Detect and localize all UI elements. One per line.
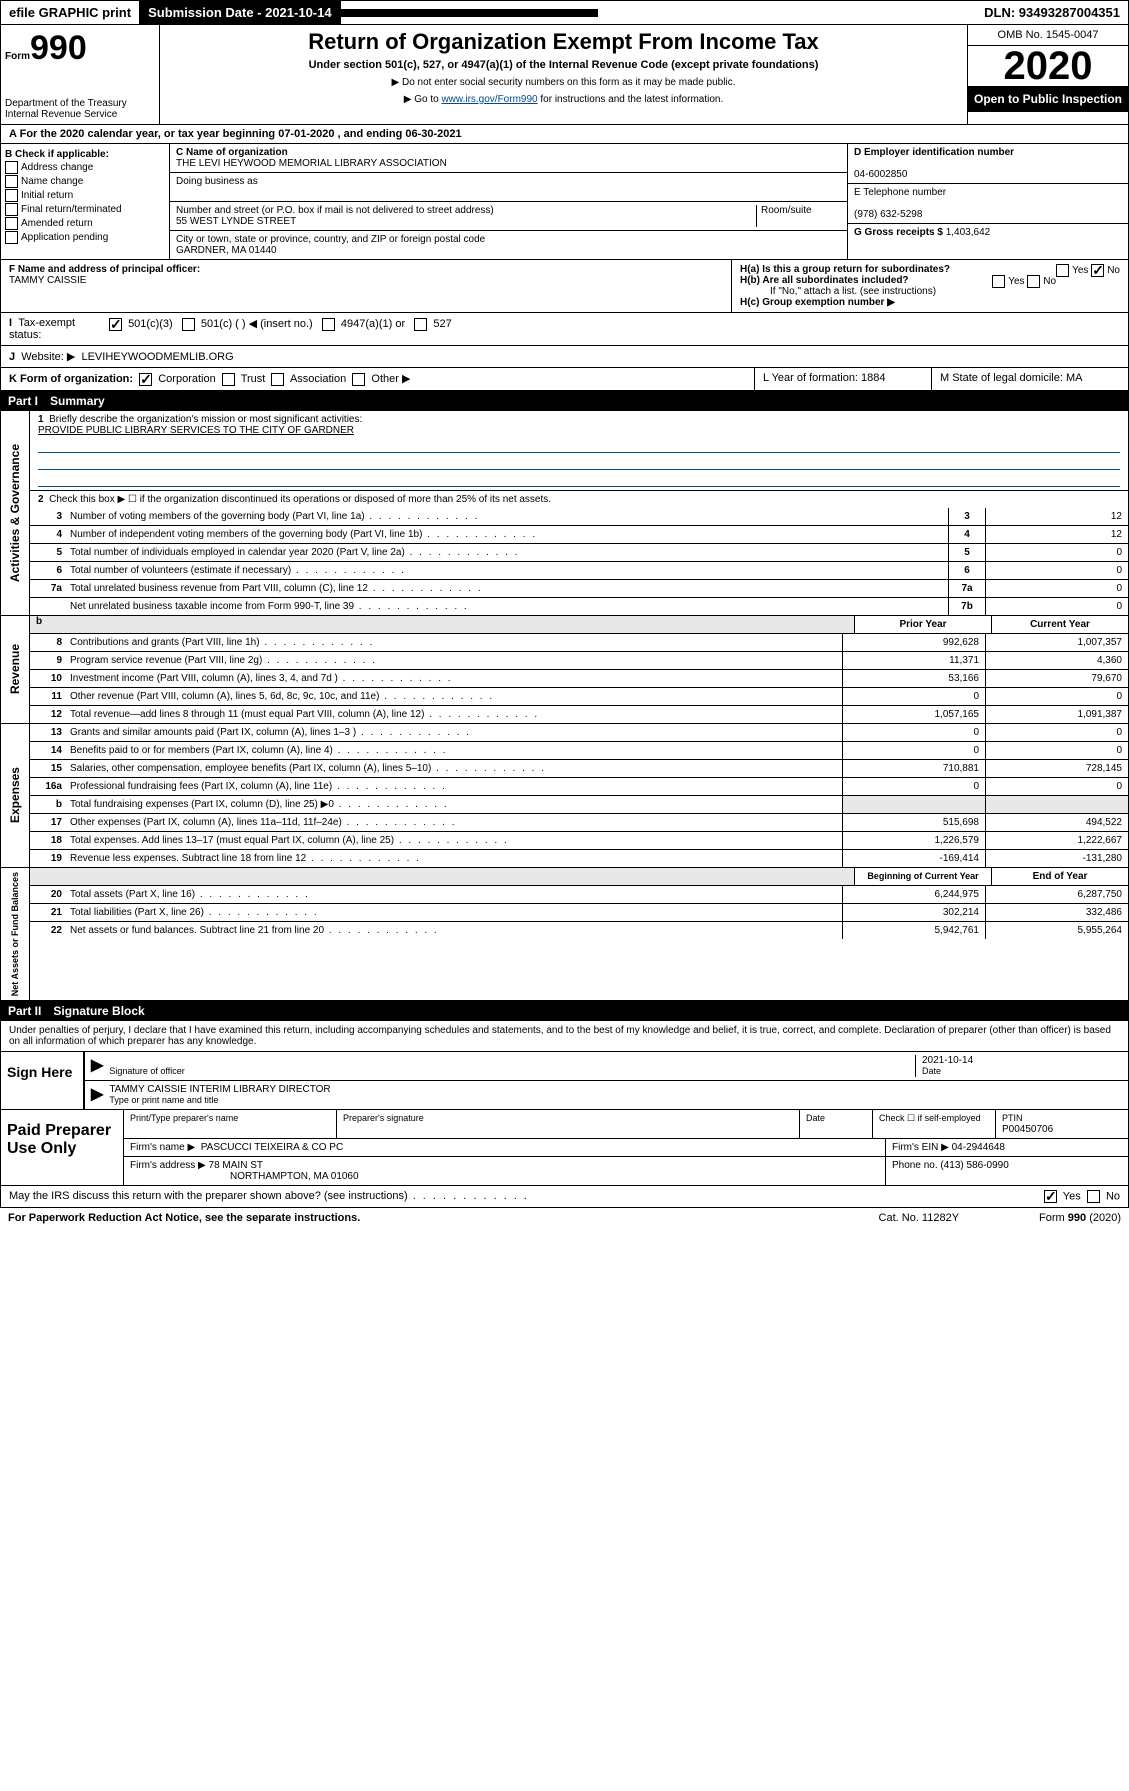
f-h-row: F Name and address of principal officer:… [0, 260, 1129, 313]
year-formation: L Year of formation: 1884 [754, 368, 931, 390]
revenue-section: Revenue bPrior YearCurrent Year 8Contrib… [0, 616, 1129, 724]
ptin: P00450706 [1002, 1124, 1053, 1135]
tax-year: 2020 [968, 46, 1128, 86]
ein: 04-6002850 [854, 169, 907, 180]
discuss-row: May the IRS discuss this return with the… [0, 1186, 1129, 1208]
perjury-statement: Under penalties of perjury, I declare th… [0, 1021, 1129, 1052]
part-ii-header: Part IISignature Block [0, 1001, 1129, 1021]
dept-label: Department of the Treasury Internal Reve… [5, 98, 155, 120]
sign-here-block: Sign Here ▶Signature of officer2021-10-1… [0, 1052, 1129, 1110]
street-address: 55 WEST LYNDE STREET [176, 216, 296, 227]
principal-officer: TAMMY CAISSIE [9, 275, 86, 286]
submission-date[interactable]: Submission Date - 2021-10-14 [140, 1, 341, 24]
section-a-to-g: B Check if applicable: Address change Na… [0, 144, 1129, 260]
website-row: J Website: ▶ LEVIHEYWOODMEMLIB.ORG [0, 346, 1129, 368]
firm-ein: 04-2944648 [952, 1142, 1005, 1153]
col-b-checkboxes: B Check if applicable: Address change Na… [1, 144, 170, 259]
form-header: Form990 Department of the Treasury Inter… [0, 25, 1129, 125]
sign-date: 2021-10-14 [922, 1055, 973, 1066]
firm-name: PASCUCCI TEIXEIRA & CO PC [201, 1142, 343, 1153]
tax-exempt-row: I Tax-exempt status: 501(c)(3) 501(c) ( … [0, 313, 1129, 346]
part-i-header: Part ISummary [0, 391, 1129, 411]
expenses-section: Expenses 13Grants and similar amounts pa… [0, 724, 1129, 868]
form-title: Return of Organization Exempt From Incom… [164, 29, 963, 55]
top-bar: efile GRAPHIC print Submission Date - 20… [0, 0, 1129, 25]
form-ref: Form 990 (2020) [1039, 1212, 1121, 1224]
goto-note: ▶ Go to www.irs.gov/Form990 for instruct… [164, 94, 963, 105]
phone: (978) 632-5298 [854, 209, 922, 220]
blank-button[interactable] [341, 9, 598, 17]
officer-name: TAMMY CAISSIE INTERIM LIBRARY DIRECTOR [109, 1084, 330, 1095]
firm-phone: (413) 586-0990 [940, 1160, 1008, 1171]
k-l-m-row: K Form of organization: Corporation Trus… [0, 368, 1129, 391]
city-state-zip: GARDNER, MA 01440 [176, 245, 277, 256]
activities-governance: Activities & Governance 1 Briefly descri… [0, 411, 1129, 616]
website: LEVIHEYWOODMEMLIB.ORG [81, 351, 233, 363]
irs-link[interactable]: www.irs.gov/Form990 [441, 94, 537, 105]
org-name: THE LEVI HEYWOOD MEMORIAL LIBRARY ASSOCI… [176, 158, 447, 169]
dln: DLN: 93493287004351 [976, 1, 1128, 24]
omb-number: OMB No. 1545-0047 [968, 25, 1128, 46]
paid-preparer-block: Paid Preparer Use Only Print/Type prepar… [0, 1110, 1129, 1186]
tax-period: A For the 2020 calendar year, or tax yea… [0, 125, 1129, 144]
state-domicile: M State of legal domicile: MA [931, 368, 1128, 390]
form-subtitle: Under section 501(c), 527, or 4947(a)(1)… [164, 59, 963, 71]
page-footer: For Paperwork Reduction Act Notice, see … [0, 1208, 1129, 1228]
firm-addr: 78 MAIN ST [209, 1160, 263, 1171]
form-number: Form990 [5, 29, 155, 68]
ssn-note: ▶ Do not enter social security numbers o… [164, 77, 963, 88]
efile-label[interactable]: efile GRAPHIC print [1, 1, 140, 24]
net-assets-section: Net Assets or Fund Balances Beginning of… [0, 868, 1129, 1001]
mission-text: PROVIDE PUBLIC LIBRARY SERVICES TO THE C… [38, 425, 354, 436]
gross-receipts: 1,403,642 [946, 227, 991, 238]
open-to-public: Open to Public Inspection [968, 86, 1128, 112]
